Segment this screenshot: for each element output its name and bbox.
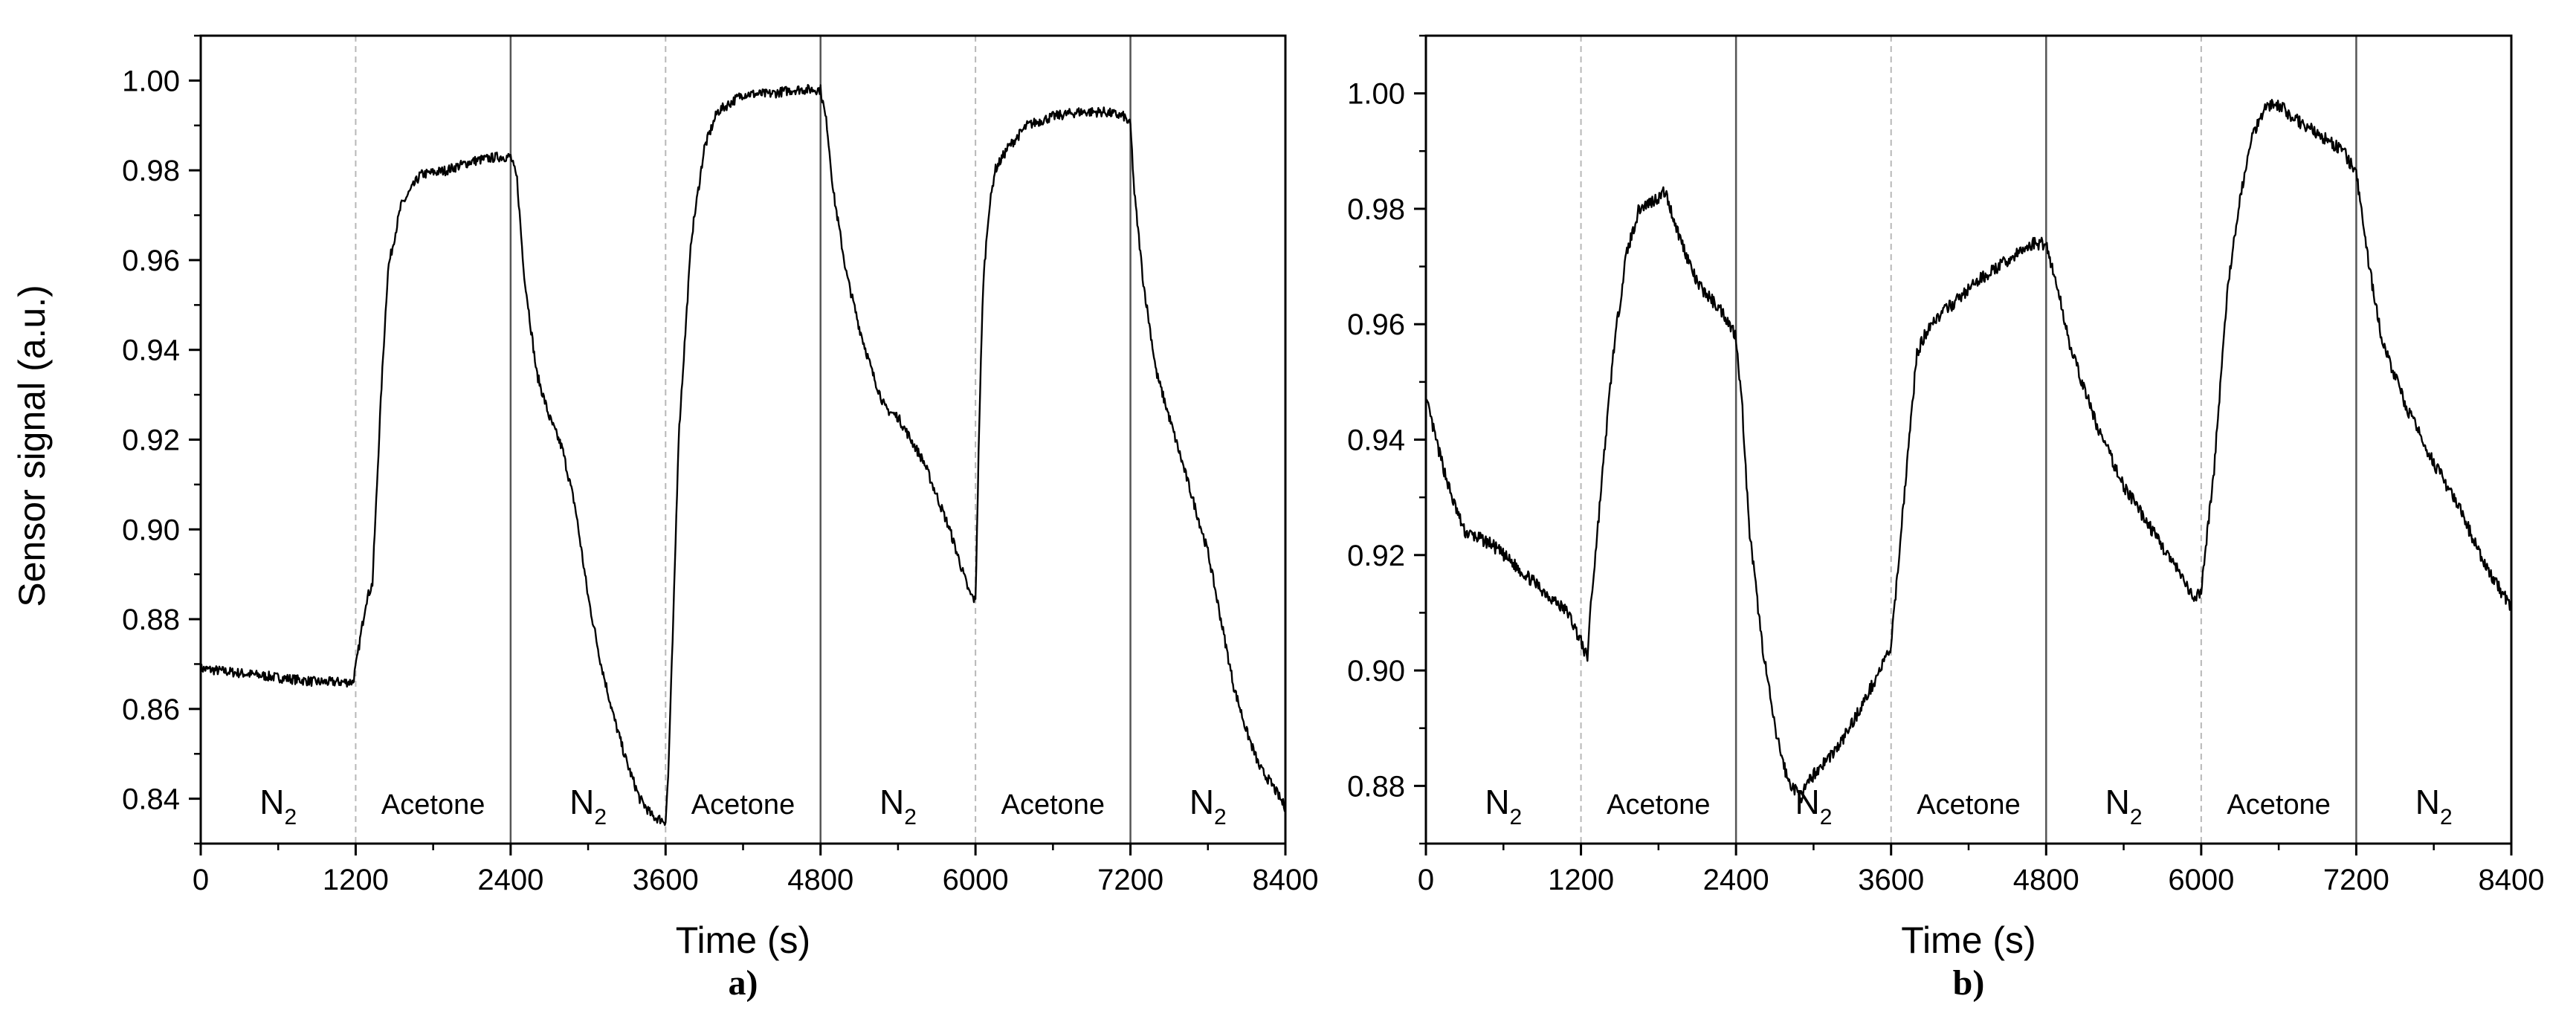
chart-b-y-tick-label: 0.98 [1347,193,1405,226]
chart-b-y-tick-label: 0.90 [1347,655,1405,688]
chart-b-panel-label: b) [1953,963,1985,1003]
chart-b-y-tick-label: 0.88 [1347,770,1405,803]
chart-a-y-tick-label: 1.00 [122,65,180,97]
chart-a-series-line [199,83,1287,826]
chart-b-x-axis-label: Time (s) [1901,919,2036,961]
chart-a-x-tick-label: 1200 [323,864,389,896]
chart-a-segment-label: Acetone [1001,789,1105,821]
chart-a-y-tick-label: 0.94 [122,334,180,367]
chart-a-y-tick-label: 0.88 [122,604,180,636]
chart-b-x-tick-label: 8400 [2479,864,2545,896]
chart-b-segment-label: N2 [2105,783,2143,829]
chart-b-y-tick-label: 0.92 [1347,540,1405,572]
chart-a-segment-label: N2 [569,783,607,829]
chart-a-segment-label: N2 [1189,783,1227,829]
chart-a-y-tick-label: 0.98 [122,155,180,187]
chart-b-x-tick-label: 7200 [2323,864,2389,896]
y-axis-label: Sensor signal (a.u.) [11,285,53,607]
chart-a-x-tick-label: 4800 [787,864,853,896]
panel-a-chart: 0 1200 2400 3600 4800 6000 7200 8400 0.84 0.86 0.8… [122,34,1319,1003]
chart-b-segment-label: N2 [2415,783,2453,829]
chart-b-segment-label: N2 [1795,783,1832,829]
chart-a-segment-label: Acetone [381,789,485,821]
chart-a-panel-label: a) [729,963,758,1003]
chart-b-x-tick-label: 6000 [2168,864,2234,896]
chart-b-segment-label: N2 [1485,783,1522,829]
chart-b-segment-label: Acetone [2227,789,2330,821]
chart-a-y-tick-label: 0.96 [122,245,180,277]
chart-b-y-tick-label: 0.94 [1347,424,1405,457]
chart-a-y-tick-label: 0.84 [122,783,180,816]
chart-a-segment-label: N2 [259,783,297,829]
chart-a-segment-label: N2 [879,783,917,829]
chart-a-x-tick-label: 2400 [477,864,543,896]
chart-a-y-tick-label: 0.92 [122,424,180,457]
chart-b-x-tick-label: 1200 [1548,864,1614,896]
chart-b-x-tick-label: 0 [1418,864,1434,896]
chart-a-plot-frame [199,34,1287,845]
chart-a-segment-label: Acetone [691,789,795,821]
chart-a-x-tick-label: 8400 [1253,864,1319,896]
chart-a-y-tick-label: 0.90 [122,514,180,546]
chart-b-segment-label: Acetone [1917,789,2020,821]
chart-a-y-tick-label: 0.86 [122,693,180,726]
chart-b-x-tick-label: 4800 [2013,864,2079,896]
chart-b-x-tick-label: 3600 [1858,864,1924,896]
panel-b-chart: 0 1200 2400 3600 4800 6000 7200 8400 0.88 0.90 0.9… [1347,34,2545,1003]
chart-a-x-tick-label: 7200 [1097,864,1163,896]
chart-b-y-tick-label: 0.96 [1347,308,1405,341]
chart-b-segment-label: Acetone [1607,789,1710,821]
chart-b-x-tick-label: 2400 [1703,864,1769,896]
chart-a-x-tick-label: 6000 [943,864,1009,896]
chart-b-y-tick-label: 1.00 [1347,78,1405,111]
chart-a-x-tick-label: 3600 [633,864,699,896]
chart-b-series-line [1424,98,2513,803]
chart-a-x-axis-label: Time (s) [676,919,810,961]
chart-a-x-tick-label: 0 [193,864,209,896]
